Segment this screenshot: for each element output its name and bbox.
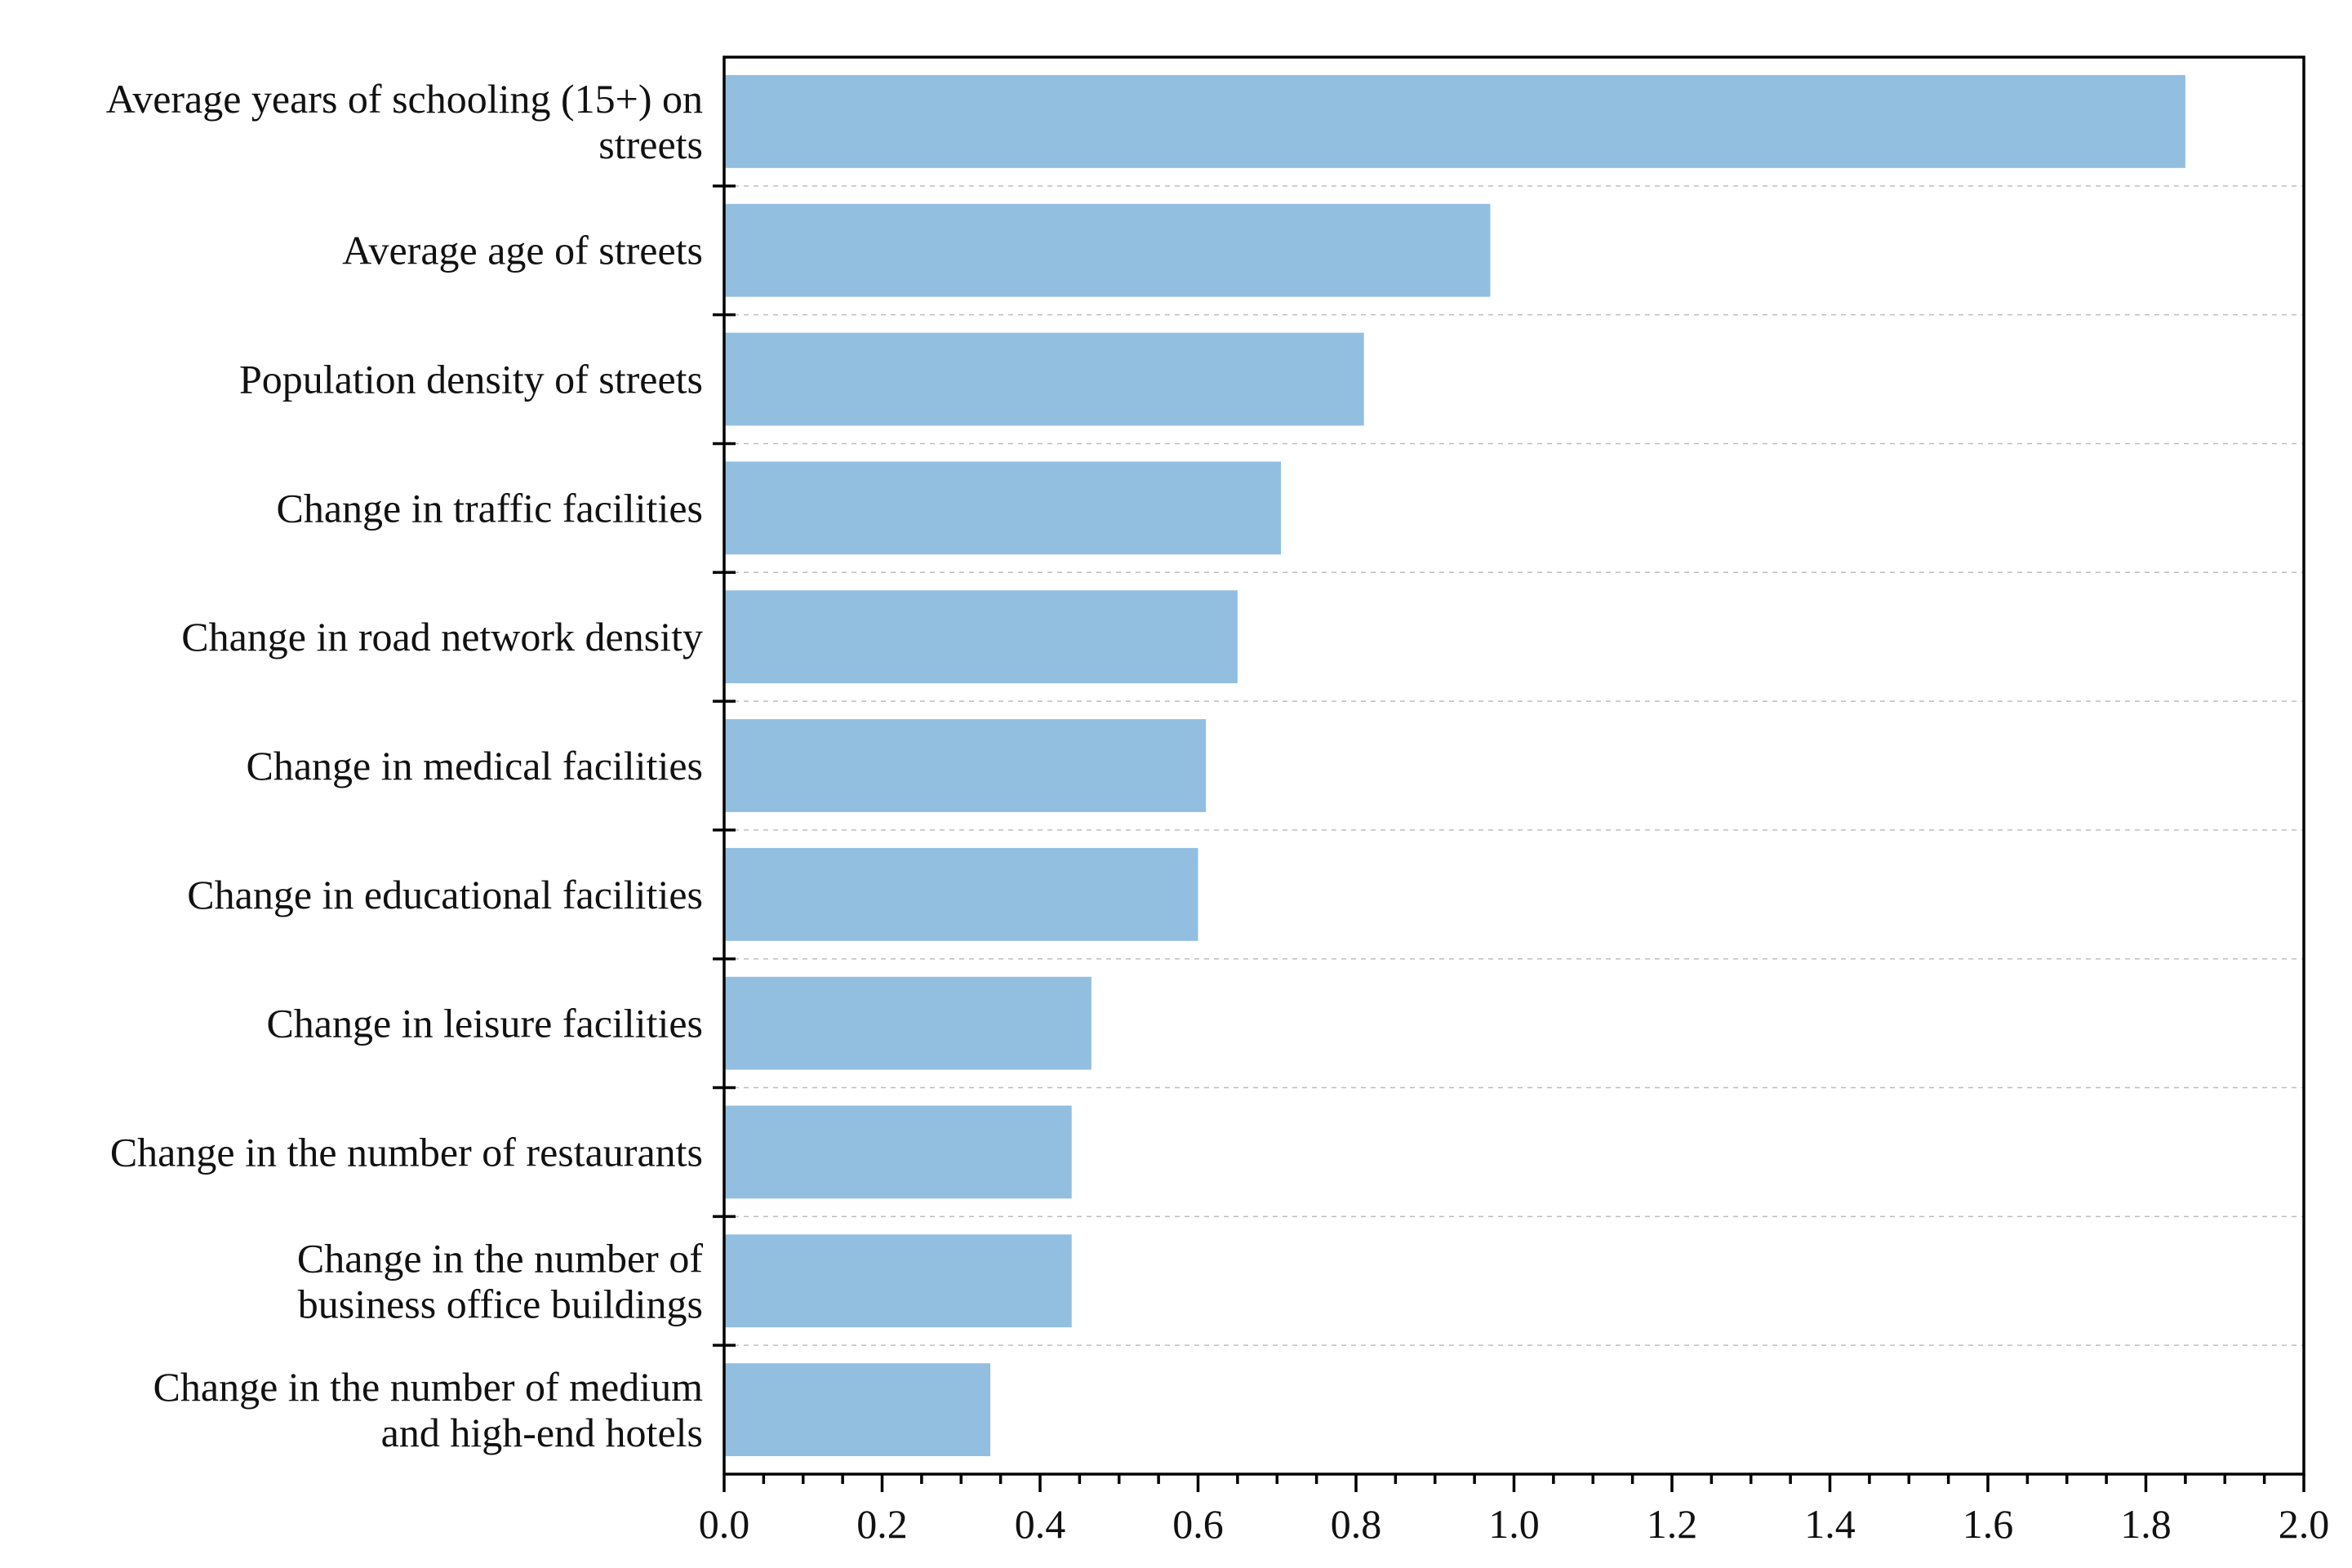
axis-layer (713, 56, 2305, 1492)
category-label-1: Average years of schooling (15+) on stree… (106, 76, 703, 167)
x-tick-label: 2.0 (2279, 1501, 2330, 1547)
label-layer: 0.0 0.2 0.4 0.6 0.8 1.0 1.2 1.4 1.6 1.8 2.0 Average… (106, 76, 2329, 1547)
x-tick-label: 1.2 (1647, 1501, 1698, 1547)
category-label-4: Change in traffic facilities (277, 485, 704, 531)
category-label-line: Change in the number of restaurants (110, 1129, 703, 1175)
bar-1 (724, 75, 2185, 168)
category-label-line: Population density of streets (239, 357, 703, 402)
bar-4 (724, 461, 1282, 555)
bar-8 (724, 976, 1092, 1070)
x-tick-label: 0.0 (699, 1501, 750, 1547)
category-label-5: Change in road network density (181, 614, 703, 660)
x-tick-label: 0.4 (1015, 1501, 1066, 1547)
category-label-6: Change in medical facilities (246, 743, 703, 788)
category-label-line: business office buildings (298, 1281, 703, 1326)
grid-layer (724, 185, 2304, 1346)
category-label-line: Change in leisure facilities (266, 1001, 703, 1046)
bar-6 (724, 719, 1207, 812)
bar-9 (724, 1105, 1072, 1199)
category-label-line: streets (598, 122, 703, 167)
category-label-2: Average age of streets (342, 228, 703, 273)
category-label-10: Change in the number of business office b… (297, 1235, 703, 1326)
category-label-line: Change in the number of medium (153, 1364, 704, 1410)
category-label-line: Change in traffic facilities (277, 485, 704, 531)
x-tick-label: 1.0 (1488, 1501, 1540, 1547)
category-label-8: Change in leisure facilities (266, 1001, 703, 1046)
bar-2 (724, 203, 1491, 297)
bar-layer (724, 75, 2185, 1456)
category-label-7: Change in educational facilities (187, 872, 703, 917)
x-tick-label: 1.6 (1963, 1501, 2014, 1547)
bar-11 (724, 1363, 991, 1456)
x-tick-label: 1.8 (2120, 1501, 2172, 1547)
category-label-line: Change in medical facilities (246, 743, 703, 788)
bar-3 (724, 332, 1364, 426)
category-label-line: Change in educational facilities (187, 872, 703, 917)
x-tick-label: 1.4 (1804, 1501, 1856, 1547)
category-label-line: and high-end hotels (381, 1410, 703, 1455)
category-label-line: Average years of schooling (15+) on (106, 76, 703, 122)
category-label-3: Population density of streets (239, 357, 703, 402)
category-label-9: Change in the number of restaurants (110, 1129, 703, 1175)
bar-10 (724, 1234, 1072, 1328)
category-label-11: Change in the number of medium and high-e… (153, 1364, 704, 1455)
x-tick-label: 0.6 (1172, 1501, 1224, 1547)
category-label-line: Average age of streets (342, 228, 703, 273)
category-label-line: Change in the number of (297, 1235, 703, 1281)
bar-5 (724, 590, 1238, 684)
x-tick-label: 0.8 (1331, 1501, 1382, 1547)
category-label-line: Change in road network density (181, 614, 703, 660)
x-tick-label: 0.2 (856, 1501, 908, 1547)
bar-7 (724, 847, 1198, 941)
